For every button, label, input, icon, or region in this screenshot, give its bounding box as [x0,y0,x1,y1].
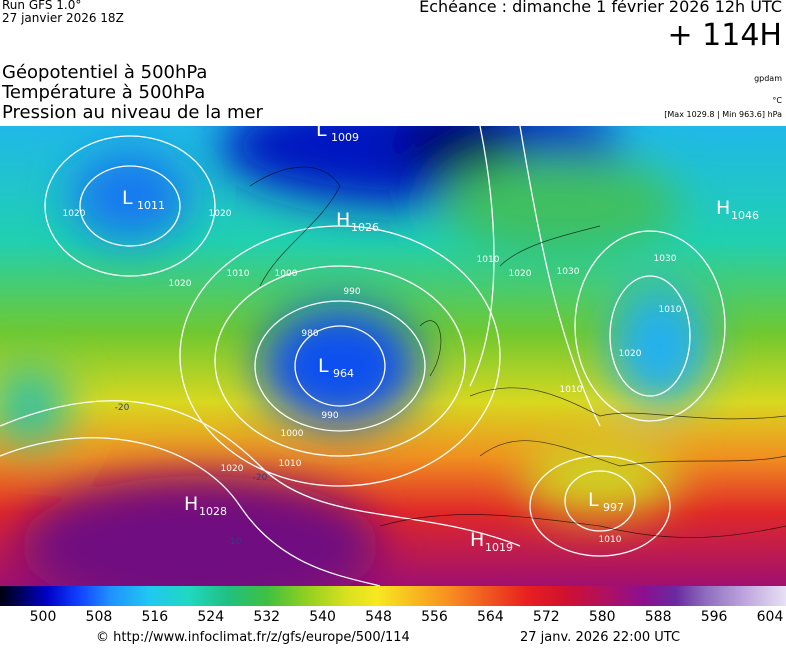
center-value: 1009 [331,131,359,144]
isobar-label: 1010 [659,305,682,315]
unit: °C [772,96,782,105]
isobar-label: 990 [343,287,360,297]
center-letter: L [588,489,599,511]
center-letter: H [184,493,198,515]
center-letter: L [122,187,133,209]
generated: 27 janv. 2026 22:00 UTC [520,630,681,645]
unit: gpdam [754,74,782,83]
colorbar-label: 516 [141,609,169,625]
isobar-label: 990 [321,411,338,421]
colorbar-label: 572 [532,609,560,625]
isobar-label: 1010 [560,385,583,395]
lead-time: + 114H [667,18,783,53]
center-letter: L [318,355,329,377]
colorbar-label: 596 [700,609,728,625]
center-letter: H [470,529,484,551]
center-value: 964 [333,367,354,380]
isobar-label: 980 [301,329,318,339]
colorbar-label: 588 [644,609,672,625]
colorbar-label: 508 [85,609,113,625]
isobar-label: 1030 [654,254,677,264]
run-date: 27 janvier 2026 18Z [2,11,124,25]
isobar-label: 1030 [557,267,580,277]
colorbar-label: 540 [309,609,336,625]
colorbar-label: 500 [29,609,57,625]
center-value: 1028 [199,505,227,518]
center-value: 1026 [351,221,379,234]
field-title: Pression au niveau de la mer [2,102,263,123]
temperature-label: -20 [253,473,268,483]
center-value: 1046 [731,209,759,222]
isobar-label: 1020 [509,269,532,279]
colorbar-label: 532 [253,609,281,625]
center-value: 1019 [485,541,513,554]
center-value: 1011 [137,199,165,212]
isobar-label: 1020 [169,279,192,289]
source: © http://www.infoclimat.fr/z/gfs/europe/… [96,630,410,645]
center-letter: H [716,197,730,219]
field-title: Géopotentiel à 500hPa [2,62,208,83]
temperature-label: -10 [227,537,242,547]
colorbar-label: 580 [588,609,616,625]
isobar-label: 1020 [209,209,232,219]
center-letter: H [336,209,350,231]
colorbar-label: 556 [421,609,448,625]
isobar-label: 1010 [227,269,250,279]
center-letter: L [316,126,327,141]
isobar-label: 1020 [619,349,642,359]
isobar-label: 1020 [63,209,86,219]
center-value: 997 [603,501,624,514]
valid-time: Echéance : dimanche 1 février 2026 12h U… [419,0,782,16]
colorbar-label: 604 [756,609,784,625]
isobar-label: 1020 [221,464,244,474]
colorbar-label: 548 [365,609,392,625]
unit: [Max 1029.8 | Min 963.6] hPa [664,110,782,119]
isobar-label: 1000 [275,269,298,279]
colorbar-label: 524 [197,609,225,625]
isobar-label: 1010 [279,459,302,469]
temperature-label: -20 [115,403,130,413]
isobar-label: 1010 [599,535,622,545]
isobar-label: 1010 [477,255,500,265]
isobar-label: 1000 [281,429,304,439]
run: Run GFS 1.0° [2,0,82,12]
field-title: Température à 500hPa [2,82,206,103]
colorbar [0,586,786,606]
colorbar-label: 564 [477,609,504,625]
